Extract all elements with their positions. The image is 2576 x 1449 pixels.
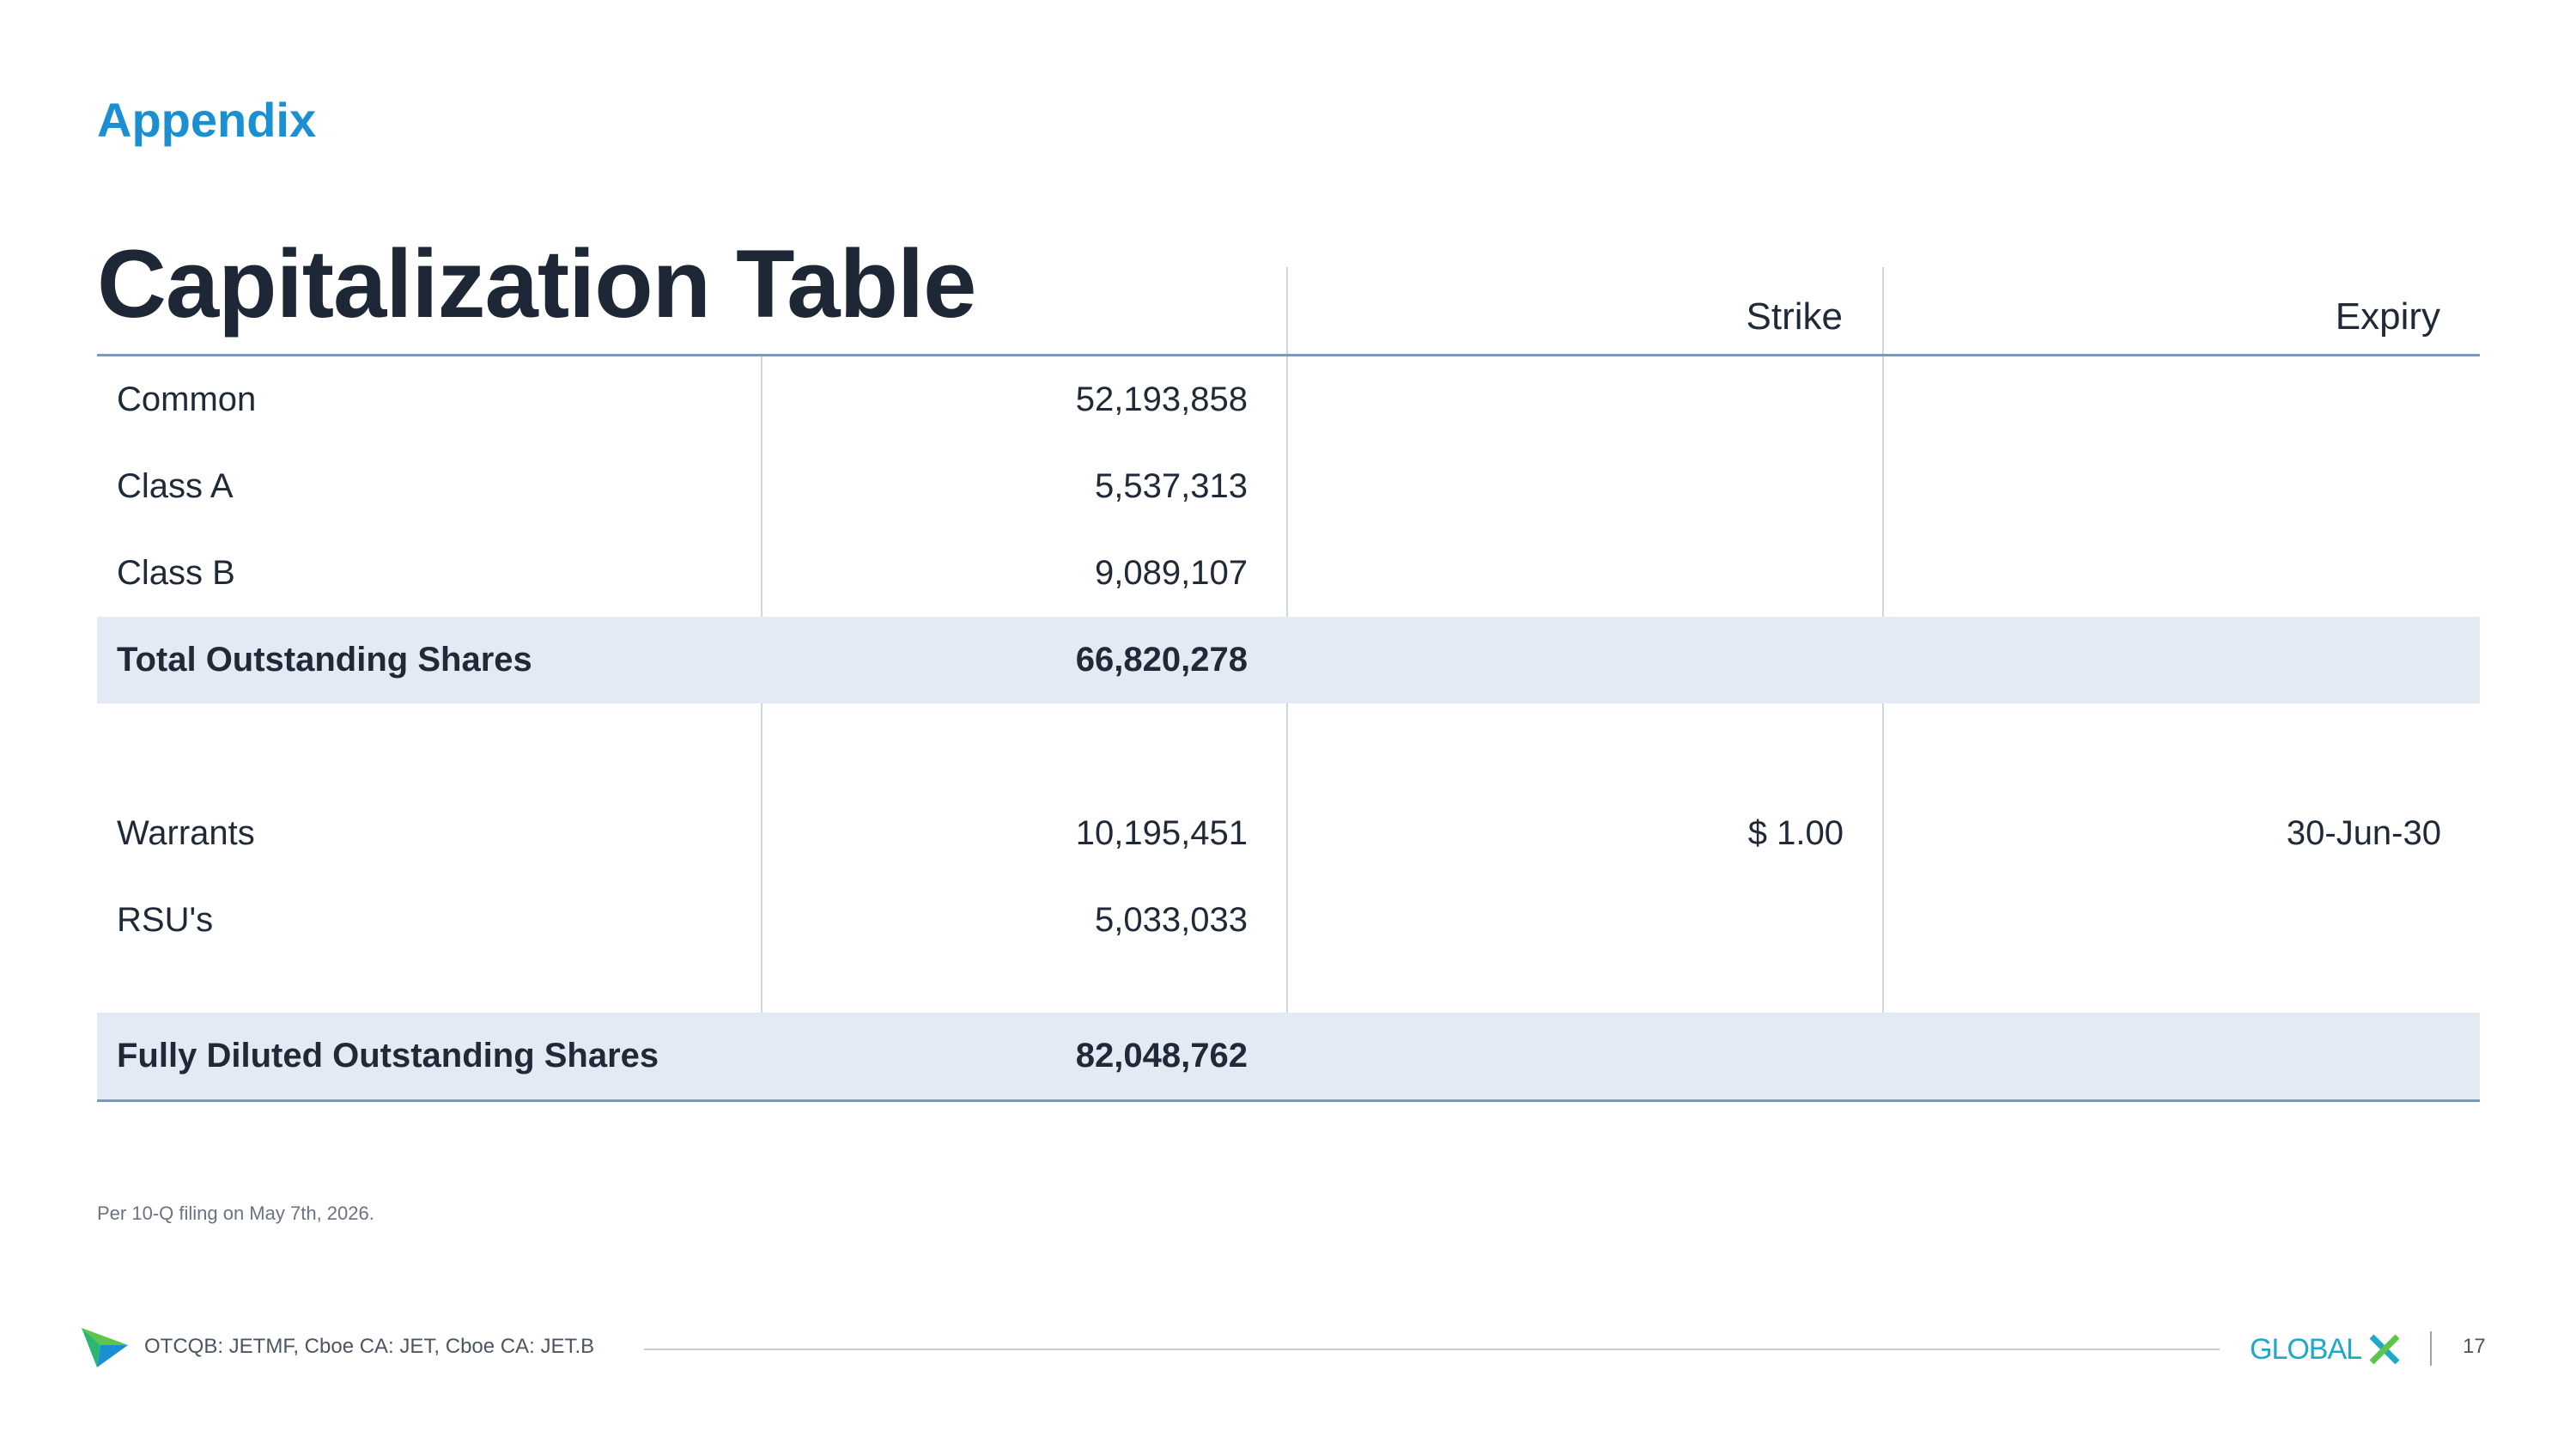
page-title: Capitalization Table: [97, 230, 976, 338]
footnote: Per 10-Q filing on May 7th, 2026.: [97, 1202, 374, 1224]
row-expiry: [1882, 356, 2480, 443]
row-strike: [1286, 530, 1882, 617]
row-strike: [1286, 443, 1882, 530]
row-label: Class B: [117, 554, 235, 592]
fully-diluted-row: Fully Diluted Outstanding Shares 82,048,…: [97, 1013, 2480, 1102]
row-strike: [1286, 1013, 1882, 1099]
section-label: Appendix: [97, 93, 317, 147]
ticker-symbols: OTCQB: JETMF, Cboe CA: JET, Cboe CA: JET…: [144, 1335, 595, 1358]
footer-divider: [2430, 1331, 2432, 1366]
row-expiry: [1882, 530, 2480, 617]
spacer-row: [97, 703, 2480, 790]
row-shares: 10,195,451: [1075, 814, 1248, 852]
row-label: Warrants: [117, 814, 255, 852]
company-arrow-icon: [82, 1328, 128, 1367]
row-label: Fully Diluted Outstanding Shares: [117, 1037, 659, 1075]
row-strike: [1286, 877, 1882, 964]
page-number: 17: [2463, 1335, 2486, 1358]
row-shares: 52,193,858: [1075, 381, 1248, 418]
table-row: RSU's 5,033,033: [97, 877, 2480, 964]
table-row: Class B 9,089,107: [97, 530, 2480, 617]
strike-header: Strike: [1746, 295, 1843, 338]
svg-text:GLOBAL: GLOBAL: [2250, 1333, 2361, 1366]
row-strike: $ 1.00: [1747, 814, 1844, 852]
row-expiry: [1882, 617, 2480, 703]
row-label: Total Outstanding Shares: [117, 641, 532, 679]
table-row: Warrants 10,195,451 $ 1.00 30-Jun-30: [97, 790, 2480, 877]
row-label: Common: [117, 381, 257, 418]
row-shares: 5,033,033: [1095, 901, 1248, 939]
row-strike: [1286, 356, 1882, 443]
table-row: Class A 5,537,313: [97, 443, 2480, 530]
globalx-logo: GLOBAL: [2250, 1333, 2400, 1366]
table-body: Common 52,193,858 Class A 5,537,313 Clas…: [97, 356, 2480, 1102]
row-shares: 5,537,313: [1095, 467, 1248, 505]
row-label: RSU's: [117, 901, 214, 939]
total-row: Total Outstanding Shares 66,820,278: [97, 617, 2480, 703]
row-expiry: [1882, 443, 2480, 530]
spacer-row: [97, 964, 2480, 1013]
row-expiry: 30-Jun-30: [2286, 814, 2441, 852]
row-label: Class A: [117, 467, 234, 505]
capitalization-table: Strike Expiry Common 52,193,858 Class A …: [97, 267, 2480, 1102]
table-row: Common 52,193,858: [97, 356, 2480, 443]
column-divider: [761, 356, 762, 1095]
table-header-row: Strike Expiry: [97, 267, 2480, 356]
row-shares: 82,048,762: [1075, 1037, 1248, 1075]
row-shares: 66,820,278: [1075, 641, 1248, 679]
row-strike: [1286, 617, 1882, 703]
row-expiry: [1882, 877, 2480, 964]
row-expiry: [1882, 1013, 2480, 1099]
footer-rule: [644, 1349, 2220, 1350]
expiry-header: Expiry: [2335, 295, 2440, 338]
row-shares: 9,089,107: [1095, 554, 1248, 592]
footer: OTCQB: JETMF, Cboe CA: JET, Cboe CA: JET…: [0, 1323, 2576, 1374]
